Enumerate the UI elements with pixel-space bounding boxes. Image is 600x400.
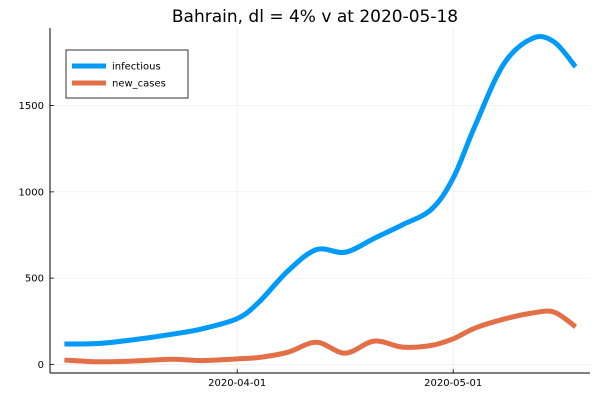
x-tick-label-1: 2020-05-01 (424, 378, 482, 389)
axes: 0 500 1000 1500 2020-04-01 2020-05-01 (19, 28, 590, 389)
y-tick-label-0: 0 (38, 360, 44, 371)
legend-label-new_cases: new_cases (112, 79, 166, 90)
series-line-new_cases (64, 308, 578, 365)
legend: infectious new_cases (65, 49, 189, 99)
series-layer (64, 34, 578, 365)
chart-title: Bahrain, dl = 4% v at 2020-05-18 (172, 7, 458, 27)
y-tick-label-2: 1000 (19, 187, 44, 198)
y-tick-label-3: 1500 (19, 101, 44, 112)
y-tick-label-1: 500 (25, 274, 44, 285)
legend-box (65, 49, 189, 99)
grid-lines (50, 28, 590, 373)
legend-label-infectious: infectious (112, 62, 161, 73)
series-line-infectious (64, 34, 578, 347)
x-tick-label-0: 2020-04-01 (208, 378, 266, 389)
